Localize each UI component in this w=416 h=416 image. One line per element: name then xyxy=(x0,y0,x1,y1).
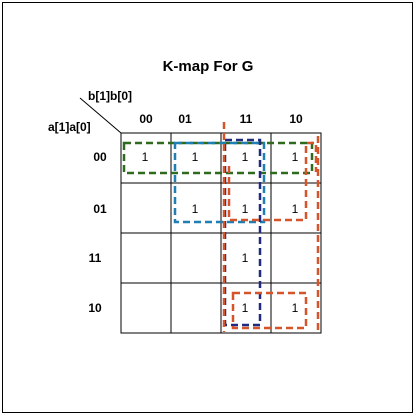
group-cols11-10-bottom-outline xyxy=(231,291,308,330)
cell-11-11: 1 xyxy=(241,251,249,265)
cell-00-01: 1 xyxy=(191,150,199,164)
col-header-11: 11 xyxy=(239,112,253,126)
group-col01-11-outline xyxy=(173,141,266,224)
col-header-01: 01 xyxy=(178,112,192,126)
kmap-title: K-map For G xyxy=(162,58,254,75)
row-header-00: 00 xyxy=(93,150,107,164)
kmap-grid xyxy=(120,132,322,334)
cell-00-11: 1 xyxy=(241,150,249,164)
cell-01-11: 1 xyxy=(241,202,249,216)
col-header-10: 10 xyxy=(289,112,303,126)
group-row00-outline xyxy=(122,141,314,175)
cell-01-10: 1 xyxy=(291,202,299,216)
cell-10-11: 1 xyxy=(241,301,249,315)
cell-01-01: 1 xyxy=(191,202,199,216)
cell-00-10: 1 xyxy=(291,150,299,164)
cell-00-00: 1 xyxy=(141,150,149,164)
group-cols11-10-top-outline xyxy=(227,141,318,222)
row-header-11: 11 xyxy=(88,251,102,265)
diagram-frame xyxy=(2,2,413,413)
column-variable-label: b[1]b[0] xyxy=(88,89,132,103)
row-header-10: 10 xyxy=(88,301,102,315)
row-variable-label: a[1]a[0] xyxy=(48,120,91,134)
row-header-01: 01 xyxy=(93,202,107,216)
col-header-00: 00 xyxy=(139,112,153,126)
header-diagonal-line xyxy=(79,97,122,134)
cell-10-10: 1 xyxy=(291,301,299,315)
